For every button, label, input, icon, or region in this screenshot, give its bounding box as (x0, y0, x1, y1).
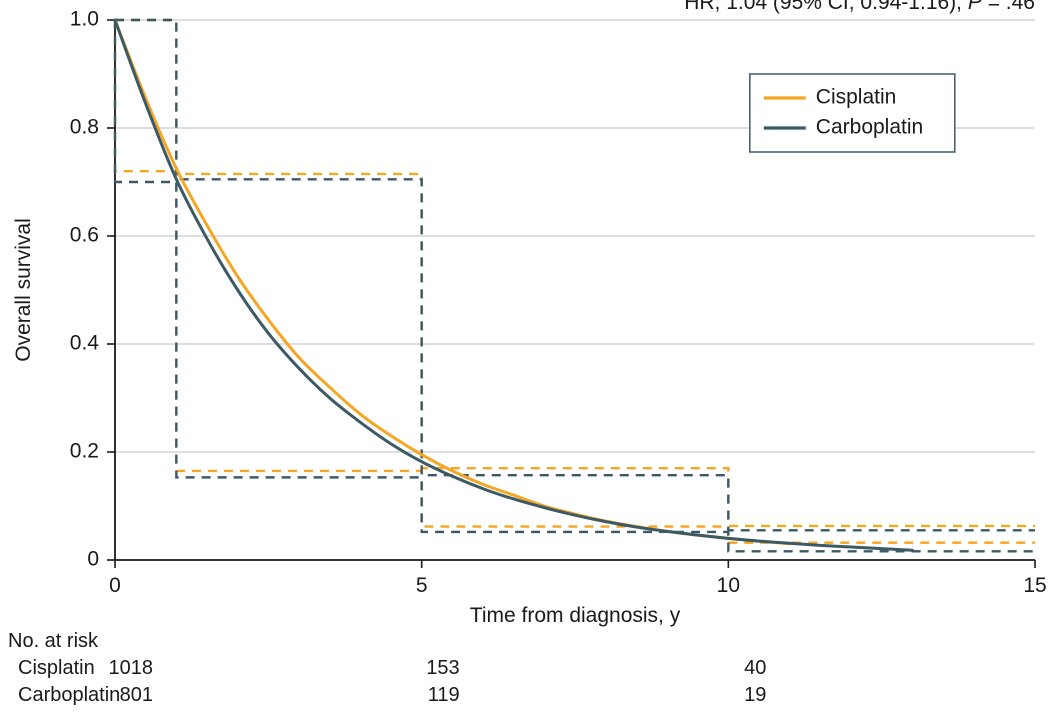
y-axis-label: Overall survival (12, 218, 35, 362)
risk-table-title: No. at risk (8, 628, 98, 655)
y-tick-label: 1.0 (70, 8, 99, 31)
survival-curve-cisplatin (115, 20, 790, 544)
number-at-risk-table: No. at riskCisplatin1018153401Carboplati… (0, 628, 1053, 709)
risk-cell: 119 (400, 682, 460, 709)
risk-cell: 153 (400, 655, 460, 682)
y-tick-label: 0.2 (70, 440, 99, 463)
x-tick-label: 0 (109, 574, 121, 597)
hazard-ratio-annotation: HR, 1.04 (95% CI, 0.94-1.16); P = .46 (684, 0, 1035, 14)
y-tick-label: 0 (87, 548, 99, 571)
risk-cell: 1 (1013, 655, 1053, 682)
survival-chart-figure: 0 0.2 0.4 0.6 0.8 1.0 0 5 10 15 Time from diagnosi… (0, 0, 1053, 719)
risk-table-row: Carboplatin801119192 (0, 682, 1053, 709)
x-tick-label: 10 (717, 574, 740, 597)
survival-svg: 0 0.2 0.4 0.6 0.8 1.0 0 5 10 15 Time from diagnosi… (0, 0, 1053, 719)
risk-cell: 1018 (93, 655, 153, 682)
x-axis-label: Time from diagnosis, y (470, 604, 681, 627)
risk-cell: 19 (706, 682, 766, 709)
x-tick-label: 15 (1023, 574, 1046, 597)
y-tick-label: 0.4 (70, 332, 100, 355)
legend-label: Carboplatin (816, 116, 923, 139)
y-tick-label: 0.8 (70, 116, 99, 139)
legend-label: Cisplatin (816, 86, 897, 109)
risk-cell: 40 (706, 655, 766, 682)
risk-cell: 801 (93, 682, 153, 709)
risk-table-header: No. at risk (0, 628, 1053, 655)
x-tick-label: 5 (416, 574, 428, 597)
risk-table-row: Cisplatin1018153401 (0, 655, 1053, 682)
y-tick-label: 0.6 (70, 224, 99, 247)
risk-cell: 2 (1013, 682, 1053, 709)
